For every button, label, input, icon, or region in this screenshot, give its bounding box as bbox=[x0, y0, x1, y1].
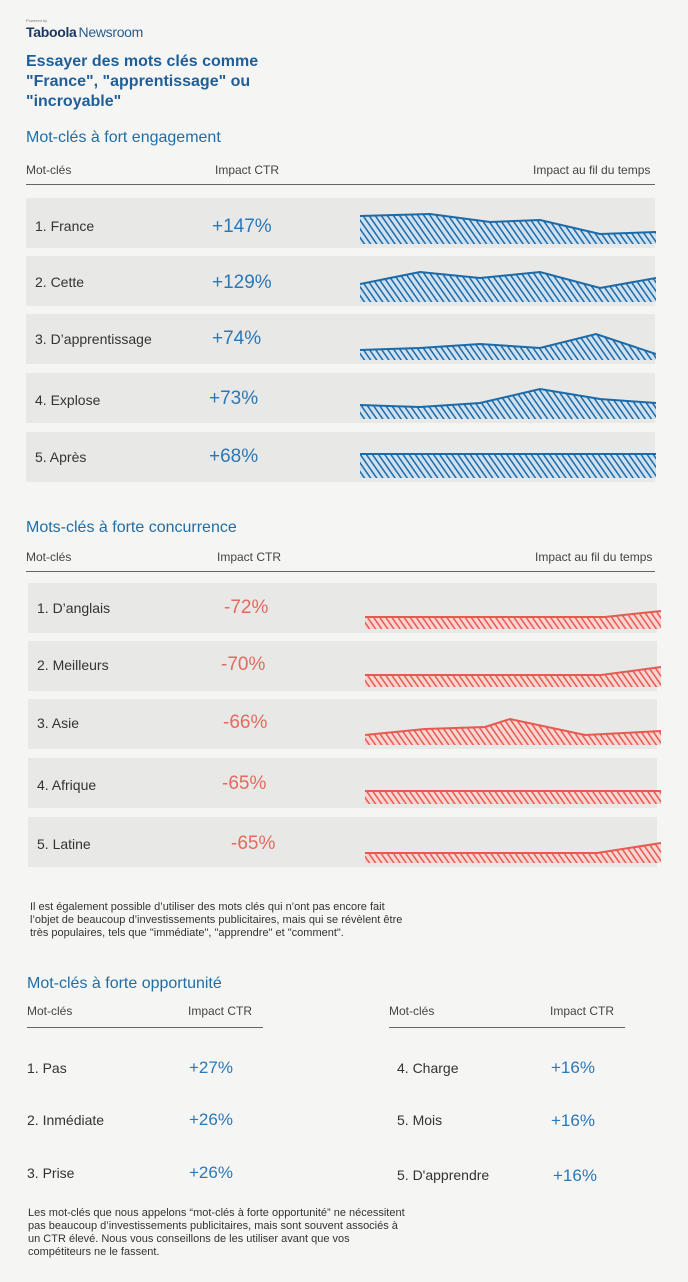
header-divider bbox=[26, 571, 655, 572]
trend-sparkline bbox=[365, 790, 661, 804]
col-impact-header: Impact CTR bbox=[188, 1004, 253, 1018]
trend-sparkline bbox=[360, 453, 656, 478]
list-item-impact: +16% bbox=[551, 1058, 595, 1077]
row-keyword: 5. Après bbox=[35, 449, 87, 465]
trend-sparkline bbox=[365, 717, 661, 745]
row-keyword: 4. Afrique bbox=[37, 777, 97, 793]
row-impact: +129% bbox=[212, 272, 272, 293]
table-row: 3. D’apprentissage +74% bbox=[26, 314, 656, 364]
logo-taboola: Taboola bbox=[26, 24, 77, 40]
list-item-keyword: 5. Mois bbox=[397, 1112, 443, 1128]
list-item-impact: +26% bbox=[189, 1163, 233, 1182]
row-impact: +68% bbox=[209, 446, 259, 467]
trend-sparkline bbox=[365, 842, 661, 863]
logo-newsroom: Newsroom bbox=[78, 24, 144, 40]
row-keyword: 2. Meilleurs bbox=[37, 657, 109, 673]
col-keyword-header: Mot-clés bbox=[26, 163, 72, 177]
table-row: 5. Après +68% bbox=[26, 432, 656, 482]
list-item-keyword: 5. D'apprendre bbox=[397, 1167, 490, 1183]
trend-sparkline bbox=[360, 212, 656, 244]
powered-by-label: Powered by bbox=[26, 18, 48, 23]
col-keyword-header: Mot-clés bbox=[26, 550, 72, 564]
list-item-impact: +16% bbox=[551, 1111, 595, 1130]
trend-sparkline bbox=[365, 666, 661, 687]
table-row: 2. Meilleurs -70% bbox=[28, 641, 661, 691]
section-title-opportunity: Mot-clés à forte opportunité bbox=[27, 975, 222, 992]
row-impact: +73% bbox=[209, 388, 259, 409]
logo-text: Taboola Newsroom bbox=[26, 24, 143, 40]
table-row: 4. Explose +73% bbox=[26, 373, 656, 423]
table-row: 4. Afrique -65% bbox=[28, 758, 661, 808]
row-keyword: 3. D’apprentissage bbox=[35, 331, 152, 347]
list-item-keyword: 2. Inmédiate bbox=[27, 1112, 105, 1128]
row-keyword: 3. Asie bbox=[37, 715, 80, 731]
row-impact: -70% bbox=[221, 654, 266, 675]
trend-sparkline bbox=[365, 610, 661, 629]
list-item-impact: +26% bbox=[189, 1110, 233, 1129]
row-keyword: 1. France bbox=[35, 218, 95, 234]
table-row: 1. D’anglais -72% bbox=[28, 583, 661, 633]
trend-sparkline bbox=[360, 332, 656, 360]
col-keyword-header: Mot-clés bbox=[27, 1004, 73, 1018]
middle-note: Il est également possible d’utiliser des… bbox=[30, 901, 403, 939]
table-row: 1. France +147% bbox=[26, 198, 656, 248]
section-title-engagement: Mot-clés à fort engagement bbox=[26, 129, 221, 146]
list-item-impact: +16% bbox=[553, 1166, 597, 1185]
row-impact: -65% bbox=[231, 833, 276, 854]
table-row: 5. Latine -65% bbox=[28, 817, 661, 867]
row-keyword: 5. Latine bbox=[37, 836, 91, 852]
row-keyword: 4. Explose bbox=[35, 392, 101, 408]
list-item-keyword: 4. Charge bbox=[397, 1060, 459, 1076]
trend-sparkline bbox=[360, 387, 656, 419]
list-item-keyword: 3. Prise bbox=[27, 1165, 75, 1181]
header-divider bbox=[26, 184, 655, 185]
row-impact: +147% bbox=[212, 216, 272, 237]
col-impact-header: Impact CTR bbox=[550, 1004, 615, 1018]
col-trend-header: Impact au fil du temps bbox=[533, 163, 651, 177]
footer-note: Les mot-clés que nous appelons “mot-clés… bbox=[28, 1207, 405, 1258]
col-impact-header: Impact CTR bbox=[217, 550, 282, 564]
list-item-keyword: 1. Pas bbox=[27, 1060, 67, 1076]
col-keyword-header: Mot-clés bbox=[389, 1004, 435, 1018]
col-impact-header: Impact CTR bbox=[215, 163, 280, 177]
row-keyword: 2. Cette bbox=[35, 274, 85, 290]
row-impact: -65% bbox=[222, 773, 267, 794]
page-title: Essayer des mots clés comme "France", "a… bbox=[26, 53, 259, 110]
row-impact: +74% bbox=[212, 328, 262, 349]
header-divider bbox=[27, 1027, 263, 1028]
row-keyword: 1. D’anglais bbox=[37, 600, 111, 616]
row-impact: -72% bbox=[224, 597, 269, 618]
row-impact: -66% bbox=[223, 712, 268, 733]
table-row: 2. Cette +129% bbox=[26, 256, 656, 306]
header-divider bbox=[389, 1027, 625, 1028]
col-trend-header: Impact au fil du temps bbox=[535, 550, 653, 564]
trend-sparkline bbox=[360, 270, 656, 302]
list-item-impact: +27% bbox=[189, 1058, 233, 1077]
section-title-competition: Mots-clés à forte concurrence bbox=[26, 519, 237, 536]
table-row: 3. Asie -66% bbox=[28, 699, 661, 749]
